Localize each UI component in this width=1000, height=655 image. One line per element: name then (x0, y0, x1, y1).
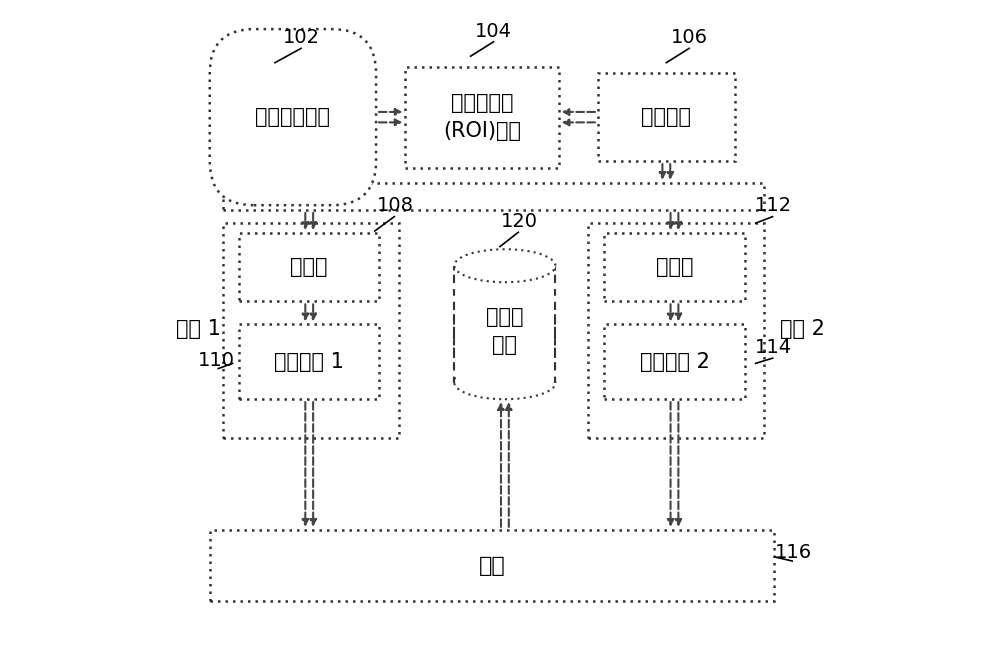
Text: 106: 106 (671, 28, 708, 47)
Bar (604, 324, 745, 400)
Text: 110: 110 (198, 351, 235, 370)
Bar (405, 67, 559, 168)
Text: 120: 120 (501, 212, 538, 231)
Text: 116: 116 (775, 543, 812, 562)
Text: 114: 114 (755, 338, 792, 357)
Text: 112: 112 (755, 196, 792, 215)
Text: 质量检查: 质量检查 (641, 107, 691, 127)
Ellipse shape (454, 366, 555, 400)
Text: 特征提取 1: 特征提取 1 (274, 352, 344, 372)
Text: 104: 104 (475, 22, 512, 41)
Bar (239, 324, 379, 400)
Text: 阶段 1: 阶段 1 (176, 319, 221, 339)
Text: 加密: 加密 (478, 555, 505, 576)
Text: 预处理: 预处理 (656, 257, 693, 277)
FancyBboxPatch shape (210, 29, 376, 205)
Text: 阶段 2: 阶段 2 (780, 319, 824, 339)
Text: 预处理: 预处理 (290, 257, 328, 277)
Text: 108: 108 (377, 196, 414, 215)
Bar (456, 266, 554, 383)
Bar (210, 530, 774, 601)
Ellipse shape (454, 250, 555, 282)
Bar (598, 73, 735, 161)
Bar (454, 266, 555, 383)
Text: 特征提取 2: 特征提取 2 (640, 352, 709, 372)
Text: 102: 102 (283, 28, 320, 47)
Bar (223, 223, 399, 438)
Bar (239, 233, 379, 301)
Text: 获取生物特点: 获取生物特点 (255, 107, 330, 127)
Text: 登记数
据库: 登记数 据库 (486, 307, 524, 355)
Bar (588, 223, 764, 438)
Bar (223, 183, 764, 210)
Text: 所关注区域
(ROI)提取: 所关注区域 (ROI)提取 (443, 93, 521, 141)
Bar (604, 233, 745, 301)
